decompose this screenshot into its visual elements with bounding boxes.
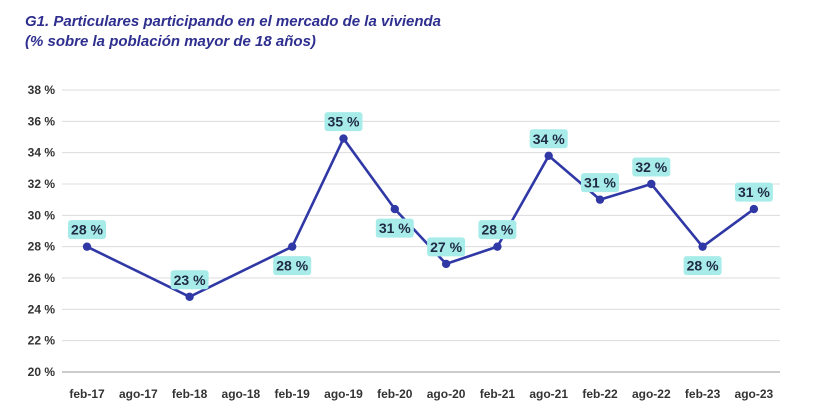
- x-tick-label: ago-22: [632, 387, 671, 401]
- data-label-text: 35 %: [328, 114, 360, 130]
- y-tick-label: 20 %: [28, 365, 56, 379]
- y-tick-label: 26 %: [28, 271, 56, 285]
- data-label-bg: [375, 218, 414, 238]
- data-point: [82, 242, 92, 251]
- data-label-text: 31 %: [379, 220, 411, 236]
- series-line: [86, 136, 755, 299]
- data-label: 28 %: [68, 220, 106, 240]
- data-label: 34 %: [529, 129, 568, 149]
- x-tick-label: feb-21: [480, 387, 516, 401]
- x-tick-label: ago-23: [735, 387, 774, 401]
- x-tick-label: feb-20: [377, 387, 413, 401]
- x-tick-label: feb-17: [69, 387, 105, 401]
- x-axis-ticks: feb-17 ago-17 feb-18 ago-18 feb-19 ago-19 feb-…: [69, 387, 773, 401]
- data-label-bg: [632, 157, 671, 177]
- data-label-bg: [170, 270, 209, 290]
- data-label: 28 %: [273, 256, 312, 276]
- data-label-bg: [68, 220, 106, 240]
- data-point: [339, 134, 348, 143]
- data-label-bg: [324, 112, 363, 132]
- x-tick-label: ago-19: [324, 387, 363, 401]
- x-tick-label: ago-20: [427, 387, 466, 401]
- data-points: [82, 134, 759, 301]
- y-tick-label: 38 %: [28, 83, 56, 97]
- data-label-text: 31 %: [738, 184, 770, 200]
- data-point: [390, 204, 399, 214]
- data-label: 32 %: [632, 157, 671, 177]
- data-label-text: 28 %: [71, 222, 103, 238]
- y-tick-label: 28 %: [28, 240, 56, 254]
- data-point: [288, 242, 297, 251]
- y-tick-label: 34 %: [28, 146, 56, 160]
- y-tick-label: 22 %: [28, 334, 56, 348]
- data-label-bg: [734, 182, 773, 202]
- x-tick-label: feb-19: [275, 387, 311, 401]
- data-label-text: 31 %: [584, 175, 616, 191]
- data-label: 27 %: [427, 237, 466, 257]
- y-tick-label: 24 %: [28, 302, 56, 316]
- data-label-bg: [683, 256, 722, 276]
- y-tick-label: 30 %: [28, 208, 56, 222]
- x-tick-label: ago-18: [222, 387, 261, 401]
- data-label: 31 %: [375, 218, 414, 238]
- data-label-text: 28 %: [687, 258, 719, 274]
- data-label: 31 %: [581, 173, 619, 193]
- chart-subtitle: (% sobre la población mayor de 18 años): [25, 33, 316, 50]
- data-point: [595, 195, 605, 204]
- data-label-text: 34 %: [533, 131, 565, 147]
- data-point: [647, 179, 656, 189]
- y-tick-label: 32 %: [28, 177, 56, 191]
- data-label-bg: [529, 129, 568, 149]
- data-label-text: 32 %: [635, 159, 667, 175]
- x-tick-label: feb-23: [685, 387, 721, 401]
- data-label-bg: [427, 237, 466, 257]
- data-point: [544, 151, 553, 160]
- data-label-bg: [273, 256, 312, 276]
- x-tick-label: feb-18: [172, 387, 208, 401]
- data-label-text: 23 %: [174, 272, 206, 288]
- x-tick-label: ago-21: [529, 387, 568, 401]
- x-tick-label: feb-22: [582, 387, 618, 401]
- data-point: [493, 242, 502, 251]
- data-point: [698, 242, 707, 251]
- data-label-text: 27 %: [430, 239, 462, 255]
- data-label: 28 %: [478, 220, 517, 240]
- y-tick-label: 36 %: [28, 114, 56, 128]
- data-label-bg: [581, 173, 619, 193]
- data-label: 35 %: [324, 112, 363, 132]
- chart-title-block: G1. Particulares participando en el merc…: [25, 12, 441, 52]
- chart-title: G1. Particulares participando en el merc…: [25, 13, 441, 30]
- data-label: 23 %: [170, 270, 209, 290]
- x-tick-label: ago-17: [119, 387, 158, 401]
- data-point: [749, 204, 759, 214]
- y-axis-ticks: 20 % 22 % 24 % 26 % 28 % 30 % 32 % 34 % 36 % 38 %: [28, 83, 56, 379]
- data-label-text: 28 %: [276, 258, 308, 274]
- data-labels: 28 % 23 % 28 % 35 % 31 % 27 % 28 % 34 % 31 % 32 %…: [68, 112, 773, 290]
- data-point: [441, 259, 451, 269]
- data-label-text: 28 %: [481, 222, 513, 238]
- data-label: 28 %: [683, 256, 722, 276]
- data-label-bg: [478, 220, 517, 240]
- data-label: 31 %: [734, 182, 773, 202]
- data-point: [185, 292, 194, 301]
- grid-lines: [62, 89, 780, 373]
